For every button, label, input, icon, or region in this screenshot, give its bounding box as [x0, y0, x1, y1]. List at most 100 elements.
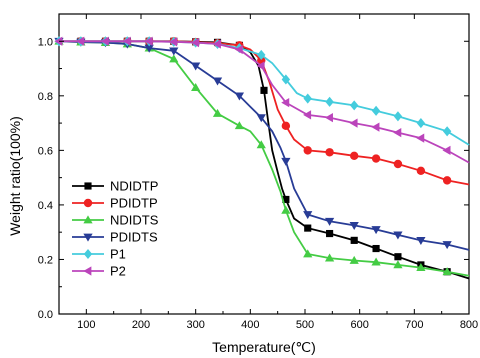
data-point: [212, 108, 223, 117]
data-point: [212, 39, 221, 49]
series-line: [58, 40, 470, 251]
data-point: [54, 36, 63, 46]
legend-label: PDIDTP: [110, 196, 158, 211]
legend-item-p2: P2: [72, 264, 126, 279]
data-point: [416, 133, 425, 143]
data-point: [234, 121, 245, 130]
y-axis-title: Weight ratio(100%): [7, 116, 23, 236]
data-point: [394, 253, 402, 261]
data-point: [371, 257, 381, 266]
data-point: [325, 148, 334, 157]
legend: NDIDTP PDIDTP NDIDTS PDIDTS P1 P2: [72, 179, 159, 279]
data-point: [191, 38, 200, 48]
x-tick-label: 300: [186, 319, 204, 331]
data-point: [303, 146, 312, 155]
y-tick-label: 1.0: [38, 36, 53, 48]
data-point: [393, 159, 403, 169]
x-tick-label: 600: [350, 319, 368, 331]
data-point: [350, 236, 358, 244]
data-point: [303, 110, 312, 120]
data-point: [257, 49, 266, 60]
data-point: [256, 140, 266, 149]
data-point: [324, 217, 335, 226]
data-point: [442, 267, 452, 276]
data-point: [371, 105, 381, 116]
x-tick-label: 700: [405, 319, 423, 331]
data-point: [372, 244, 380, 253]
data-point: [326, 229, 334, 238]
data-point: [281, 121, 291, 131]
legend-item-ndidtp: NDIDTP: [72, 179, 158, 194]
data-point: [371, 122, 380, 132]
data-point: [260, 86, 268, 94]
data-point: [442, 126, 452, 137]
data-point: [282, 195, 290, 204]
data-point: [281, 74, 291, 85]
data-point: [350, 100, 359, 111]
data-point: [325, 96, 334, 107]
data-point: [349, 222, 359, 230]
data-point: [442, 176, 452, 185]
y-tick-label: 0.6: [38, 145, 53, 157]
data-point: [393, 260, 403, 269]
data-point: [393, 128, 402, 138]
data-point: [100, 36, 109, 46]
data-point: [371, 226, 381, 235]
data-point: [144, 44, 154, 53]
data-point: [416, 263, 426, 271]
x-tick-label: 500: [296, 319, 314, 331]
data-point: [191, 83, 201, 91]
legend-swatch-marker: [83, 248, 93, 260]
legend-label: NDIDTP: [110, 179, 158, 194]
x-tick-label: 100: [77, 319, 95, 331]
legend-item-pdidtp: PDIDTP: [72, 196, 158, 211]
data-point: [324, 253, 335, 262]
legend-label: P1: [110, 247, 126, 262]
data-point: [393, 111, 403, 122]
legend-label: PDIDTS: [110, 230, 158, 245]
legend-label: P2: [110, 264, 126, 279]
data-point: [281, 205, 291, 214]
x-tick-label: 200: [132, 319, 150, 331]
data-point: [303, 93, 312, 104]
data-point: [416, 166, 426, 176]
y-tick-label: 0.8: [38, 91, 53, 103]
data-point: [416, 237, 426, 245]
data-point: [281, 157, 291, 166]
x-axis-title: Temperature(℃): [212, 339, 316, 355]
data-point: [256, 61, 265, 71]
series-layer: [54, 36, 470, 280]
data-point: [256, 114, 266, 123]
data-point: [234, 92, 245, 101]
series-line: [59, 40, 470, 164]
y-tick-label: 0.2: [38, 254, 53, 266]
plot-area: [58, 13, 470, 315]
data-point: [349, 118, 358, 128]
data-point: [303, 249, 313, 258]
data-point: [144, 36, 153, 46]
series-p2: [54, 36, 470, 164]
legend-swatch-marker: [83, 198, 93, 208]
data-point: [393, 231, 403, 240]
legend-swatch-marker: [84, 182, 92, 190]
data-point: [212, 77, 223, 86]
x-tick-label: 400: [241, 319, 259, 331]
axes-layer: 100 200 300 400 500 600 700 800 0.0 0.2 0.4 0.6 0.8 1…: [38, 13, 478, 331]
data-point: [122, 36, 131, 46]
legend-item-pdidts: PDIDTS: [72, 230, 158, 245]
data-point: [169, 37, 178, 47]
legend-swatch-marker: [83, 215, 93, 224]
legend-swatch-marker: [83, 266, 92, 276]
data-point: [442, 241, 452, 250]
legend-item-p1: P1: [72, 247, 126, 262]
data-point: [191, 62, 201, 71]
data-point: [76, 36, 85, 46]
data-point: [169, 54, 179, 63]
data-point: [324, 113, 333, 123]
legend-label: NDIDTS: [110, 213, 159, 228]
data-point: [304, 224, 312, 232]
series-pdidtp: [59, 37, 470, 186]
data-point: [169, 47, 179, 56]
y-tick-label: 0.0: [38, 309, 53, 321]
